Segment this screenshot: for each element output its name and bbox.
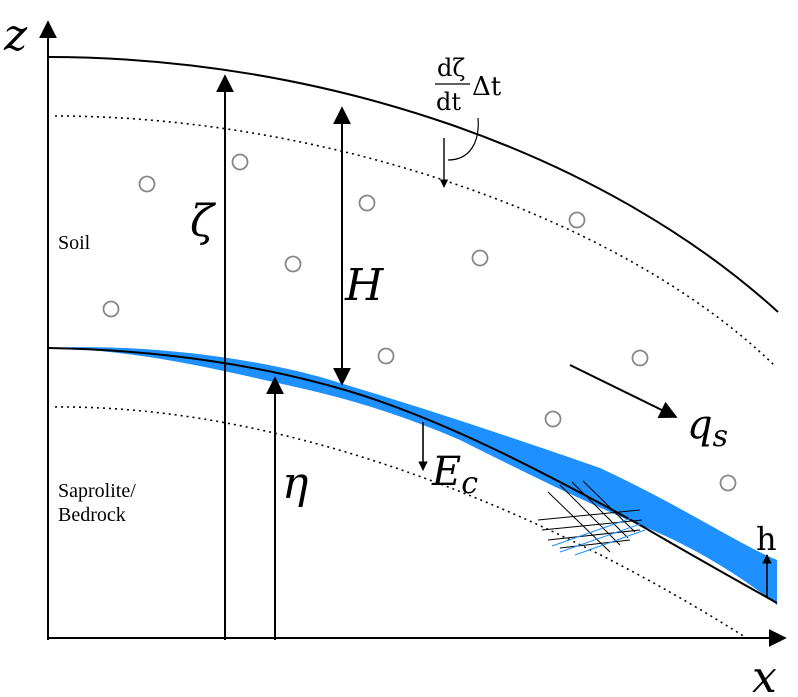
fracture-hatching [537, 480, 647, 556]
H-label: H [344, 260, 385, 311]
particle [102, 300, 120, 318]
particle [544, 410, 562, 428]
soil-label: Soil [58, 232, 91, 254]
bedrock-interface-line [47, 347, 778, 604]
particle [358, 194, 376, 212]
particle [231, 153, 249, 171]
lowered-surface-curve [54, 115, 776, 367]
particle [471, 249, 489, 267]
particle [719, 474, 737, 492]
eta-label: η [282, 458, 308, 509]
rate-delta-t: Δt [472, 72, 502, 102]
rate-numerator: dζ [437, 54, 465, 82]
h-label: h [756, 520, 777, 558]
Ec-label: Ec [431, 449, 478, 501]
bedrock-label-line1: Saprolite/ [58, 480, 136, 502]
bedrock-label-line2: Bedrock [58, 504, 126, 526]
zeta-label: ζ [190, 196, 217, 247]
soil-particles [102, 153, 737, 492]
x-axis-label: x [752, 652, 777, 697]
particle [568, 211, 586, 229]
particle [284, 255, 302, 273]
qs-label: qs [687, 402, 728, 454]
rate-denominator: dt [436, 88, 461, 116]
particle [631, 349, 649, 367]
lowering-rate-annotation: dζ dt Δt [435, 54, 502, 188]
ground-surface-curve [47, 56, 779, 313]
qs-arrow [569, 364, 678, 418]
water-layer [48, 347, 777, 605]
particle [138, 175, 156, 193]
leader-line [447, 117, 479, 161]
particle [377, 347, 395, 365]
z-axis-label: z [3, 10, 28, 61]
